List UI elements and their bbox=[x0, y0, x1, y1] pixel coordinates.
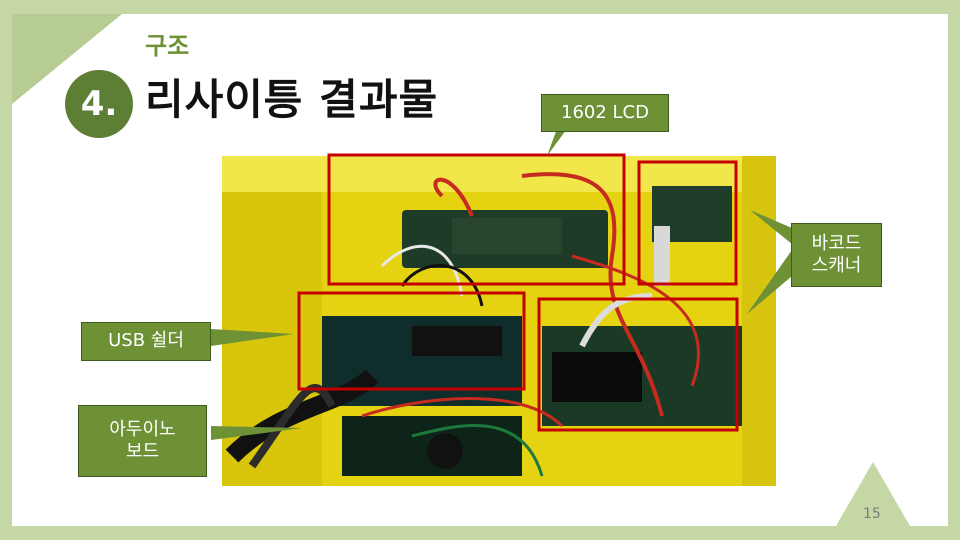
corner-triangle-bottom-right bbox=[836, 462, 910, 526]
page-number: 15 bbox=[863, 506, 881, 522]
arduino-highlight-box bbox=[537, 297, 739, 432]
barcode-callout-pointer-lower bbox=[747, 250, 792, 314]
section-kicker: 구조 bbox=[145, 32, 190, 60]
usb-shield-highlight-box bbox=[297, 291, 526, 391]
annotation-overlay bbox=[211, 126, 792, 440]
usb-callout-pointer bbox=[211, 329, 294, 346]
usb-shield-callout: USB 쉴더 bbox=[81, 322, 211, 361]
section-number-badge: 4. bbox=[65, 70, 133, 138]
arduino-callout: 아두이노 보드 bbox=[78, 405, 207, 477]
slide-title: 리사이틍 결과물 bbox=[145, 75, 439, 124]
arduino-callout-pointer bbox=[211, 426, 302, 440]
hardware-photo bbox=[222, 156, 776, 486]
barcode-highlight-box bbox=[637, 160, 738, 286]
lcd-callout: 1602 LCD bbox=[541, 94, 669, 132]
lcd-callout-pointer bbox=[547, 126, 569, 156]
hardware-photo-illustration bbox=[222, 156, 776, 486]
barcode-callout-pointer-upper bbox=[750, 210, 792, 244]
barcode-scanner-callout: 바코드 스캐너 bbox=[791, 223, 882, 287]
slide: 4. 구조 리사이틍 결과물 bbox=[12, 14, 948, 526]
lcd-highlight-box bbox=[327, 153, 626, 286]
